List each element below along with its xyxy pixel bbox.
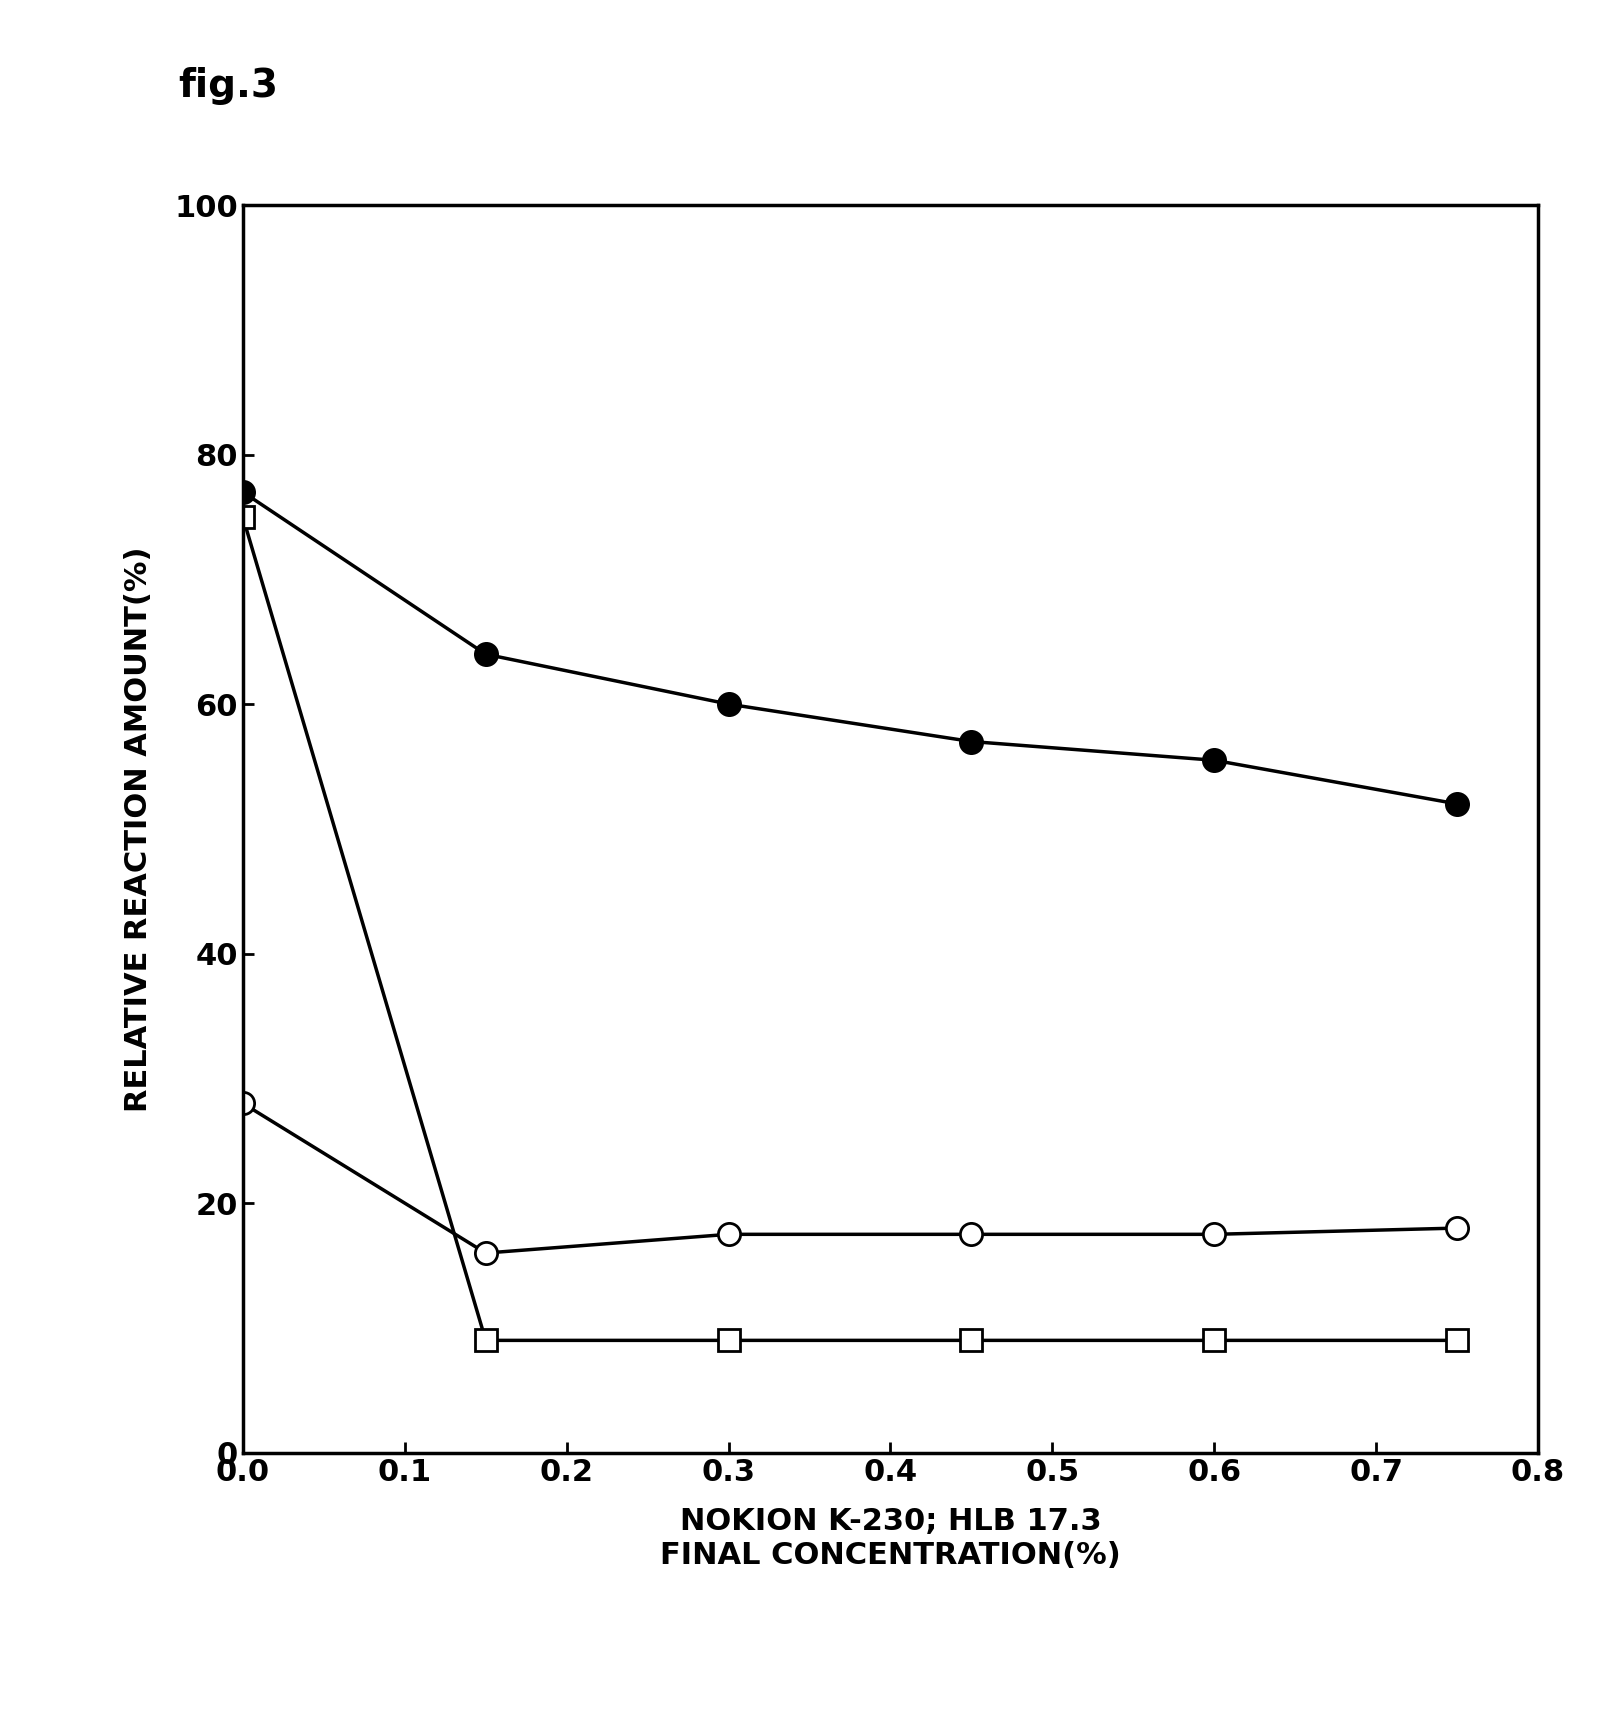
Text: fig.3: fig.3 [178,67,278,106]
Y-axis label: RELATIVE REACTION AMOUNT(%): RELATIVE REACTION AMOUNT(%) [125,547,154,1111]
X-axis label: NOKION K-230; HLB 17.3
FINAL CONCENTRATION(%): NOKION K-230; HLB 17.3 FINAL CONCENTRATI… [661,1507,1120,1571]
